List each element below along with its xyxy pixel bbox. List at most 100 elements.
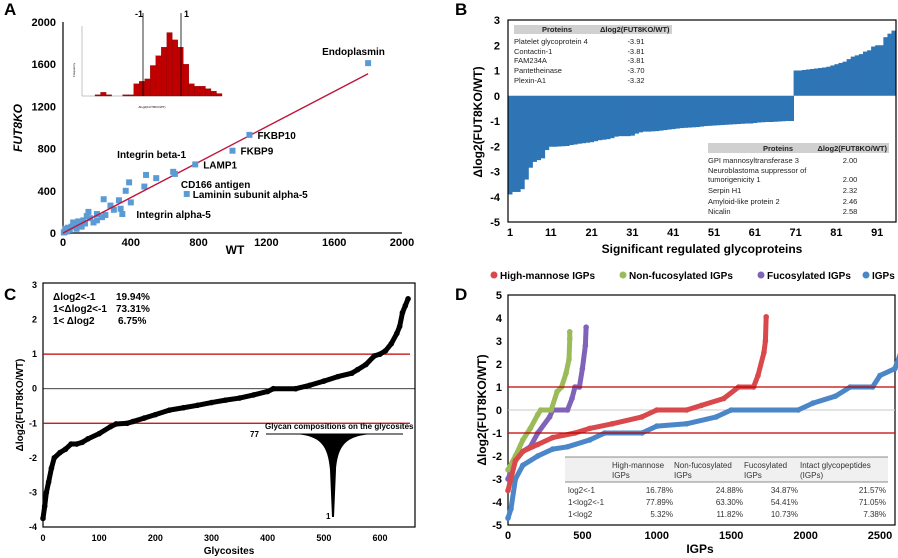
x-tick-label: 0 <box>505 530 511 542</box>
inset-title: Glycan compositions on the glycosites <box>265 422 414 431</box>
point-label: LAMP1 <box>203 160 237 171</box>
summary-value: 6.75% <box>118 316 146 327</box>
data-point <box>183 190 190 197</box>
x-tick-label: 300 <box>204 533 219 543</box>
data-point <box>527 425 534 432</box>
y-tick-label: -1 <box>29 418 37 428</box>
panel-c-xlabel: Glycosites <box>204 546 255 557</box>
bar <box>614 95 619 137</box>
data-point <box>563 370 569 377</box>
bar <box>630 95 635 136</box>
y-tick-label: -2 <box>492 451 502 463</box>
table-header-band <box>708 143 889 153</box>
panel-a-ylabel: FUT8KO <box>11 103 25 152</box>
inset-funnel-shape <box>296 434 372 517</box>
data-point <box>270 385 277 392</box>
table-cell: 21.57% <box>859 486 886 495</box>
data-point <box>382 347 389 354</box>
table-cell: -3.70 <box>627 66 644 75</box>
inset-histogram-bar <box>122 94 129 97</box>
inset-ref-label-neg1: -1 <box>135 9 143 19</box>
bar <box>867 50 872 96</box>
x-tick-label: 51 <box>708 227 720 239</box>
table-cell: 16.78% <box>646 486 673 495</box>
trendline <box>62 73 369 234</box>
table-header: Fucosylated <box>744 461 787 470</box>
inset-histogram-bar <box>194 86 201 97</box>
data-point <box>236 395 243 401</box>
data-point <box>582 342 589 349</box>
data-point <box>100 196 107 203</box>
y-tick-label: -1 <box>492 428 502 440</box>
y-tick-label: 2 <box>32 315 37 325</box>
summary-label: 1< Δlog2 <box>53 316 95 327</box>
bar <box>622 95 627 137</box>
bar <box>569 95 574 145</box>
inset-histogram-bar <box>172 39 178 97</box>
table-cell: Serpin H1 <box>708 186 741 195</box>
data-point <box>877 372 883 379</box>
bar <box>544 95 550 151</box>
data-point <box>654 407 660 413</box>
x-tick-label: 11 <box>545 227 557 239</box>
bar <box>818 67 823 96</box>
data-point <box>141 183 148 190</box>
data-point <box>587 437 593 443</box>
data-point <box>564 407 571 413</box>
y-tick-label: -4 <box>492 497 503 509</box>
inset-histogram-bar <box>139 81 145 97</box>
bar <box>842 61 848 96</box>
y-tick-label: -3 <box>492 474 502 486</box>
data-point <box>124 420 131 427</box>
x-tick-label: 100 <box>92 533 107 543</box>
table-header: (IGPs) <box>800 471 823 480</box>
data-point <box>534 441 541 448</box>
y-tick-label: 1600 <box>32 59 56 71</box>
data-point <box>43 489 50 496</box>
data-point <box>130 418 136 425</box>
bar <box>675 95 680 129</box>
y-tick-label: 400 <box>38 186 56 198</box>
data-point <box>365 60 372 67</box>
data-point <box>377 351 383 357</box>
point-label: FKBP9 <box>241 147 274 158</box>
legend-marker <box>619 271 627 279</box>
legend-marker <box>490 271 498 279</box>
bar <box>642 95 648 132</box>
data-point <box>246 131 253 138</box>
table-cell: -3.81 <box>627 56 644 65</box>
bar <box>748 95 754 124</box>
data-point <box>93 211 100 218</box>
table-cell: 2.32 <box>843 186 858 195</box>
data-point <box>62 446 69 453</box>
data-point <box>654 423 660 429</box>
table-header: IGPs <box>674 471 692 480</box>
bar <box>781 95 786 122</box>
data-point <box>73 225 80 232</box>
bar <box>740 95 746 124</box>
table-cell: 2.46 <box>843 197 858 206</box>
table-cell: 71.05% <box>859 498 886 507</box>
data-point <box>761 349 767 356</box>
bar <box>793 70 799 96</box>
x-tick-label: 500 <box>316 533 331 543</box>
bar <box>516 95 521 192</box>
data-point <box>68 441 74 447</box>
bar <box>846 59 852 96</box>
x-tick-label: 400 <box>260 533 275 543</box>
data-point <box>505 467 511 473</box>
table-cell: 63.30% <box>716 498 743 507</box>
data-point <box>399 309 406 316</box>
table-cell: -3.91 <box>627 37 644 46</box>
bar <box>695 95 701 128</box>
table-cell: 34.87% <box>771 486 798 495</box>
x-tick-label: 21 <box>585 227 597 239</box>
data-point <box>107 423 114 430</box>
data-point <box>292 385 299 392</box>
bar <box>638 95 644 133</box>
legend-label: High-mannose IGPs <box>500 271 595 282</box>
y-tick-label: 2 <box>494 40 500 52</box>
